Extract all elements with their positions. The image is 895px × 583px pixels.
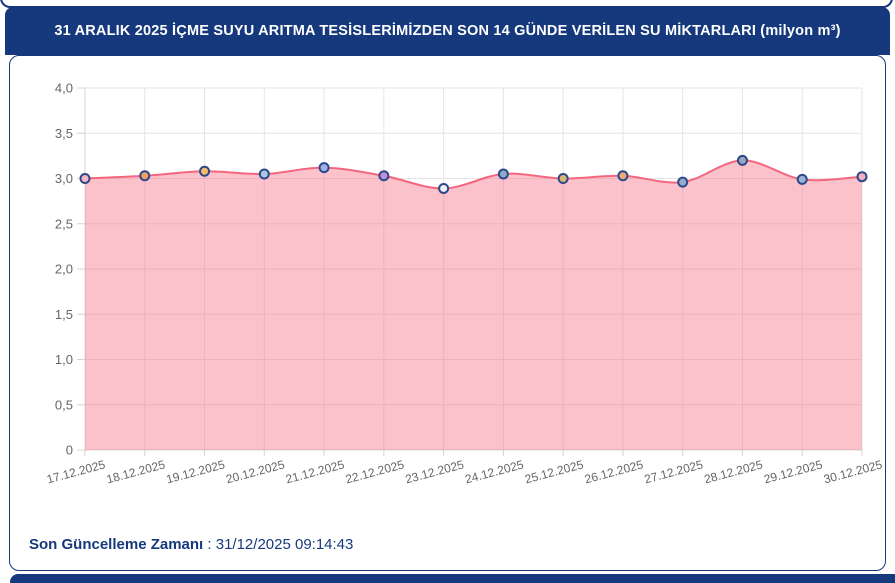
x-tick-label: 26.12.2025 xyxy=(583,457,645,486)
data-point-marker[interactable] xyxy=(677,176,689,188)
data-point-marker[interactable] xyxy=(497,168,509,180)
y-tick-label: 3,0 xyxy=(55,171,73,186)
data-point-marker[interactable] xyxy=(617,170,629,182)
x-tick-label: 19.12.2025 xyxy=(165,457,227,486)
y-tick-label: 2,0 xyxy=(55,262,73,277)
last-update-label: Son Güncelleme Zamanı xyxy=(29,536,204,553)
data-point-marker[interactable] xyxy=(378,170,390,182)
last-update-value: 31/12/2025 09:14:43 xyxy=(215,536,354,553)
data-point-marker[interactable] xyxy=(856,171,868,183)
x-tick-label: 20.12.2025 xyxy=(224,457,286,486)
data-point-marker[interactable] xyxy=(199,165,211,177)
last-update-separator: : xyxy=(203,536,216,553)
x-tick-label: 18.12.2025 xyxy=(105,457,167,486)
y-tick-label: 4,0 xyxy=(55,81,73,96)
y-tick-label: 1,5 xyxy=(55,307,73,322)
x-tick-label: 17.12.2025 xyxy=(45,457,107,486)
chart-card: 0 0,5 1,0 1,5 2,0 2,5 3,0 3,5 4,0 17.12.2025 18.12… xyxy=(9,55,886,571)
page-title: 31 ARALIK 2025 İÇME SUYU ARITMA TESİSLER… xyxy=(54,23,841,39)
x-tick-label: 30.12.2025 xyxy=(822,457,884,486)
panel-header: 31 ARALIK 2025 İÇME SUYU ARITMA TESİSLER… xyxy=(5,7,890,55)
y-tick-label: 3,5 xyxy=(55,126,73,141)
data-point-marker[interactable] xyxy=(557,173,569,184)
y-tick-label: 0 xyxy=(66,443,73,458)
area-chart: 0 0,5 1,0 1,5 2,0 2,5 3,0 3,5 4,0 17.12.202518.12… xyxy=(45,81,884,487)
data-point-marker[interactable] xyxy=(318,162,330,174)
data-point-marker[interactable] xyxy=(796,173,808,185)
area-fill xyxy=(85,160,862,450)
y-tick-label: 1,0 xyxy=(55,352,73,367)
x-tick-label: 24.12.2025 xyxy=(464,457,526,486)
y-tick-label: 0,5 xyxy=(55,397,73,412)
x-tick-label: 25.12.2025 xyxy=(523,457,585,486)
x-tick-label: 22.12.2025 xyxy=(344,457,406,486)
last-update-text: Son Güncelleme Zamanı : 31/12/2025 09:14… xyxy=(29,536,353,553)
x-tick-label: 23.12.2025 xyxy=(404,457,466,486)
data-point-marker[interactable] xyxy=(79,173,91,184)
next-section-header-partial xyxy=(10,574,895,583)
x-tick-label: 29.12.2025 xyxy=(762,457,824,486)
data-point-marker[interactable] xyxy=(736,154,748,166)
data-point-marker[interactable] xyxy=(139,170,151,182)
y-tick-label: 2,5 xyxy=(55,216,73,231)
x-tick-label: 27.12.2025 xyxy=(643,457,705,486)
x-tick-label: 21.12.2025 xyxy=(284,457,346,486)
data-point-marker[interactable] xyxy=(258,168,270,180)
x-tick-label: 28.12.2025 xyxy=(703,457,765,486)
data-point-marker[interactable] xyxy=(438,182,450,194)
